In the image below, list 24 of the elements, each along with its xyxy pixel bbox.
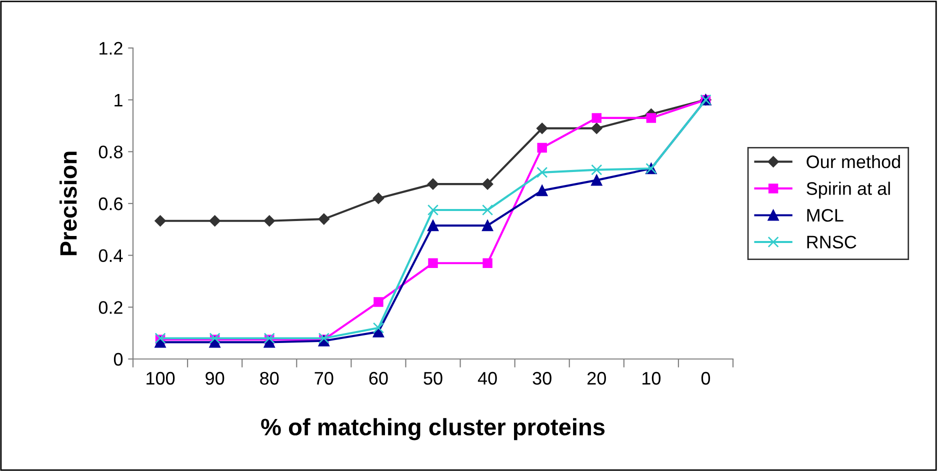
y-tick-label: 1.2 xyxy=(100,42,122,55)
y-tick-label: 0.4 xyxy=(98,249,123,262)
x-tick-label: 40 xyxy=(478,372,497,385)
y-tick-label: 0.8 xyxy=(98,146,122,158)
y-axis-title: Precision xyxy=(60,152,77,256)
y-tick-label: 0.2 xyxy=(98,301,122,314)
x-tick-label: 10 xyxy=(642,372,661,385)
x-tick-label: 50 xyxy=(424,372,442,385)
y-tick-label: 0.6 xyxy=(98,197,122,210)
legend-label: Our method xyxy=(806,154,900,168)
x-tick-label: 80 xyxy=(260,372,279,385)
y-tick-label: 1 xyxy=(114,94,122,106)
x-tick-label: 70 xyxy=(314,372,334,385)
x-tick-label: 0 xyxy=(701,372,710,385)
legend-label: Spirin at al xyxy=(806,182,890,199)
x-tick-label: 30 xyxy=(532,372,552,385)
y-tick-label: 0 xyxy=(114,352,123,366)
x-tick-label: 90 xyxy=(206,372,224,385)
x-tick-label: 20 xyxy=(588,372,606,385)
x-axis-title: % of matching cluster proteins xyxy=(261,418,605,440)
x-tick-label: 60 xyxy=(369,372,388,385)
legend-label: MCL xyxy=(807,208,844,222)
legend-label: RNSC xyxy=(807,236,856,248)
x-tick-label: 100 xyxy=(146,372,175,385)
